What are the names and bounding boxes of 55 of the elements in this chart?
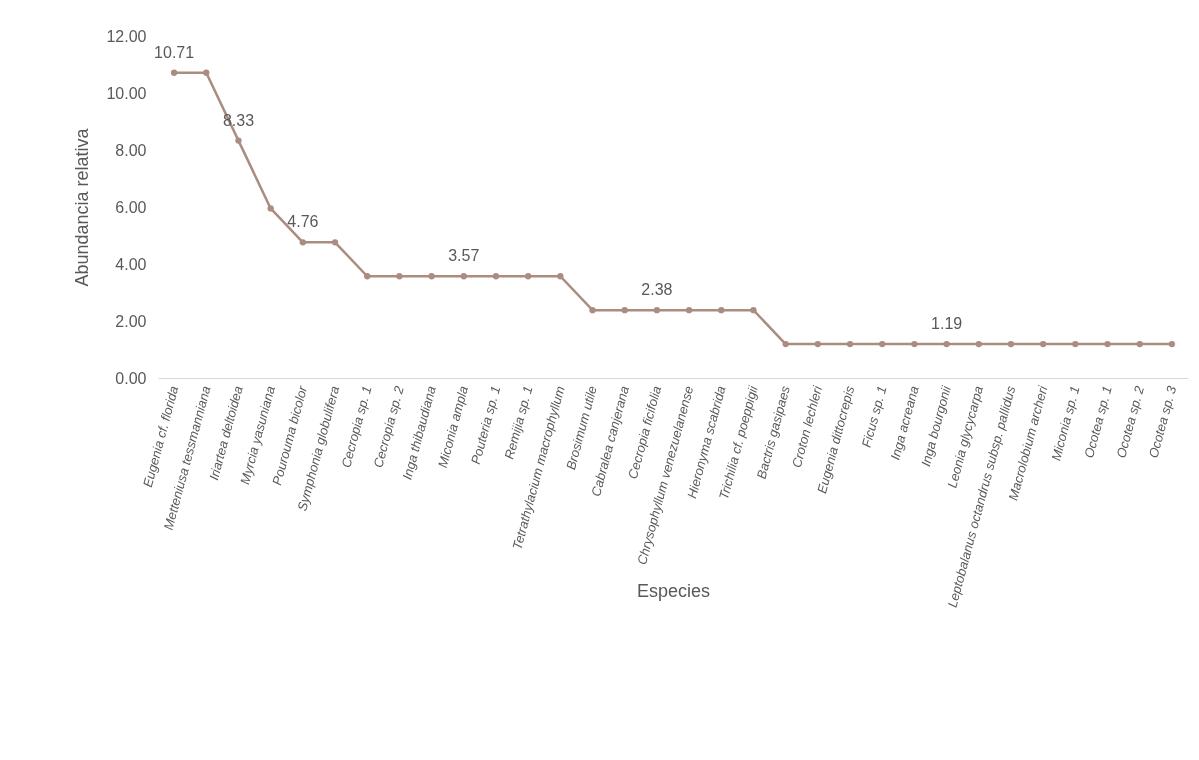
y-tick-label: 0.00 — [115, 369, 147, 387]
point — [364, 273, 371, 280]
x-tick-label: Pouteria sp. 1 — [467, 384, 504, 466]
x-tick-label: Ocotea sp. 2 — [1113, 383, 1148, 460]
point — [879, 340, 886, 348]
point — [653, 307, 661, 314]
point — [975, 340, 982, 348]
point — [1072, 340, 1079, 348]
y-tick-label: 8.00 — [115, 141, 147, 159]
y-axis-title: Abundancia relativa — [72, 127, 93, 287]
x-tick-label: Miconia sp. 1 — [1048, 384, 1083, 463]
y-tick-label: 12.00 — [106, 27, 147, 45]
x-tick-label: Ocotea sp. 3 — [1145, 383, 1180, 460]
point — [170, 69, 178, 76]
point — [331, 239, 339, 246]
y-tick-label: 2.00 — [115, 312, 147, 330]
point — [685, 307, 693, 314]
point — [1007, 340, 1015, 348]
point — [589, 307, 596, 314]
x-axis-title: Especies — [636, 580, 711, 601]
point — [718, 307, 725, 314]
data-label: 2.38 — [641, 281, 673, 299]
point — [814, 340, 822, 348]
point — [943, 340, 950, 348]
point — [750, 307, 757, 314]
point — [428, 273, 435, 280]
point — [492, 273, 500, 280]
point — [235, 137, 242, 144]
data-label: 3.57 — [448, 247, 480, 265]
y-tick-label: 6.00 — [115, 198, 147, 216]
point — [621, 307, 628, 314]
x-tick-label: Ficus sp. 1 — [858, 384, 890, 450]
point — [1104, 340, 1111, 348]
point — [782, 340, 789, 348]
x-tick-label: Croton lechleri — [788, 383, 826, 470]
point — [557, 273, 564, 280]
data-label: 4.76 — [287, 213, 319, 231]
point — [846, 340, 854, 348]
point — [1039, 340, 1047, 348]
point — [460, 273, 467, 280]
point — [396, 273, 403, 280]
point — [299, 239, 307, 246]
point — [911, 340, 918, 348]
x-tick-label: Remijia sp. 1 — [501, 384, 536, 461]
data-label: 1.19 — [931, 315, 963, 333]
x-tick-label: Inga acreana — [887, 384, 922, 462]
point — [1168, 340, 1176, 348]
point — [524, 273, 532, 280]
point — [1136, 340, 1143, 348]
y-tick-label: 4.00 — [115, 255, 147, 273]
x-tick-label: Ocotea sp. 1 — [1081, 384, 1115, 460]
y-tick-label: 10.00 — [106, 84, 147, 102]
point — [267, 205, 274, 212]
data-label: 10.71 — [154, 43, 195, 61]
point — [203, 69, 210, 76]
